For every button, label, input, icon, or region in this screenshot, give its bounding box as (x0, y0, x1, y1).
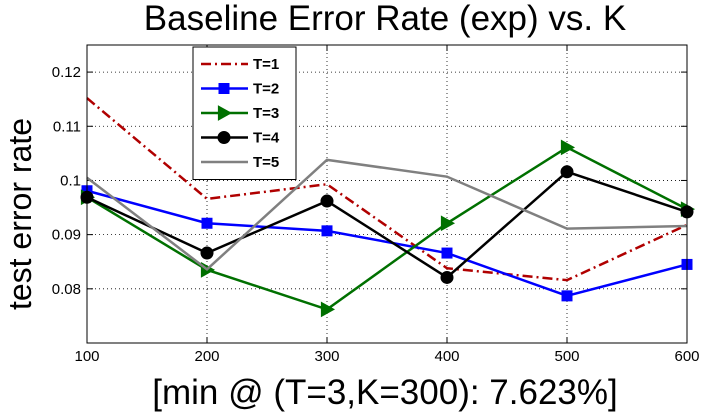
legend-label: T=3 (253, 105, 279, 122)
plot-frame (86, 44, 688, 344)
series-line (86, 189, 688, 298)
legend-label: T=2 (253, 81, 279, 98)
grid (87, 45, 687, 343)
x-tick-label: 500 (554, 348, 579, 365)
series-marker-square (201, 217, 213, 229)
legend-label: T=4 (253, 130, 280, 147)
y-tick-label: 0.08 (52, 281, 81, 298)
legend-label: T=1 (253, 56, 279, 73)
y-tick-label: 0.12 (52, 64, 81, 81)
series-marker-square (561, 290, 573, 302)
series-marker-circle (440, 270, 454, 284)
series-group (80, 97, 696, 318)
series-marker-circle (560, 165, 574, 179)
x-tick-label: 100 (74, 348, 99, 365)
chart-title: Baseline Error Rate (exp) vs. K (144, 0, 626, 38)
series-marker-circle (200, 246, 214, 260)
y-tick-label: 0.11 (53, 118, 81, 135)
series-line (86, 158, 688, 271)
x-tick-label: 400 (434, 348, 459, 365)
axis-ticks: 100 200 300 400 500 600 0.08 0.09 0.1 0.11 0.12 (52, 45, 700, 365)
series-marker-triangle (440, 215, 456, 232)
series-marker-triangle (560, 139, 576, 156)
y-tick-label: 0.1 (60, 172, 81, 189)
y-tick-label: 0.09 (52, 227, 81, 244)
series-line (86, 145, 688, 311)
series-marker-circle (217, 131, 231, 144)
y-axis-label: test error rate (2, 118, 38, 310)
x-tick-label: 600 (674, 348, 699, 365)
legend: T=1 T=2 T=3 T=4 T=5 (192, 46, 297, 180)
series-marker-triangle (217, 105, 233, 121)
series-marker-circle (320, 194, 334, 208)
x-axis-label: [min @ (T=3,K=300): 7.623%] (152, 373, 617, 412)
series-line (86, 97, 688, 282)
series-marker-triangle (320, 301, 336, 318)
series-marker-square (321, 225, 333, 237)
series-marker-square (441, 247, 453, 259)
series-t-1 (86, 97, 688, 282)
legend-label: T=5 (253, 154, 279, 171)
x-tick-label: 300 (314, 348, 339, 365)
series-line (86, 170, 688, 279)
series-marker-square (218, 83, 230, 94)
series-t-5 (86, 158, 688, 271)
x-tick-label: 200 (194, 348, 219, 365)
